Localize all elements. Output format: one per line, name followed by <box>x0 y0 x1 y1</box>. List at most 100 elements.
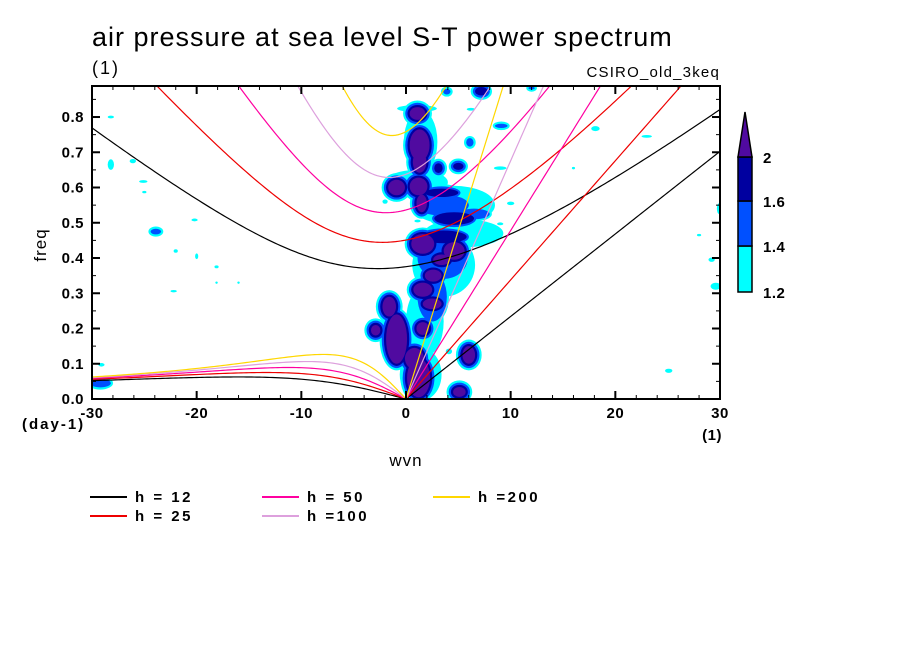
gravity-wave-curve <box>156 86 633 243</box>
x-axis-units: (1) <box>702 427 722 444</box>
x-tick-label: -20 <box>185 405 208 422</box>
contour-blob <box>386 314 408 364</box>
x-tick-label: -30 <box>80 405 103 422</box>
contour-blob <box>195 253 199 260</box>
contour-blob <box>191 218 198 222</box>
colorbar: 1.2 1.4 1.6 2 <box>737 111 786 302</box>
contour-blob <box>424 269 442 282</box>
y-tick-label: 0.8 <box>62 109 84 126</box>
chart-title: air pressure at sea level S-T power spec… <box>92 22 673 52</box>
contour-blob <box>139 180 148 183</box>
series-h100 <box>92 86 545 399</box>
x-tick-label: 30 <box>711 405 729 422</box>
contour-blob <box>665 368 673 373</box>
contour-blob <box>404 347 424 370</box>
contour-blob <box>493 166 507 170</box>
dataset-label: CSIRO_old_3keq <box>586 64 720 81</box>
series-h200 <box>92 86 504 399</box>
contour-blob <box>443 242 465 260</box>
contour-blob <box>142 190 147 194</box>
colorbar-segment <box>737 200 753 247</box>
x-tick-label: -10 <box>290 405 313 422</box>
contour-blob <box>237 281 240 284</box>
contour-blob <box>422 298 442 310</box>
contour-blob <box>696 233 702 237</box>
x-tick-label: 20 <box>606 405 624 422</box>
contour-blob <box>388 179 405 196</box>
contour-blob <box>507 201 515 206</box>
x-axis-tick-labels: -30 -20 -10 0 10 20 30 <box>80 405 728 422</box>
rossby-wave-curve <box>92 376 407 399</box>
colorbar-segment <box>737 156 753 202</box>
contour-blob <box>107 159 114 170</box>
contour-blob <box>416 322 430 335</box>
contour-blob <box>475 87 488 96</box>
kelvin-wave-curve <box>405 86 682 399</box>
contour-blob <box>150 228 162 235</box>
y-axis-units: (day-1) <box>22 416 85 433</box>
contour-blob <box>414 219 421 223</box>
gravity-wave-curve <box>297 86 492 179</box>
legend-item: h =100 <box>262 508 369 525</box>
y-tick-label: 0.0 <box>62 391 84 408</box>
x-tick-label: 0 <box>402 405 411 422</box>
contour-blob <box>129 158 136 164</box>
contour-blob <box>409 107 426 120</box>
contour-blob <box>413 282 433 297</box>
series-h25 <box>92 86 682 399</box>
y-tick-label: 0.3 <box>62 285 84 302</box>
contour-blob <box>412 151 427 173</box>
y-tick-label: 0.1 <box>62 356 84 373</box>
contour-blob <box>466 107 476 111</box>
contour-blob <box>382 296 397 317</box>
colorbar-label: 1.2 <box>763 285 785 302</box>
contour-blob <box>370 324 381 336</box>
legend-label: h = 25 <box>135 508 193 525</box>
rossby-wave-curve <box>92 371 407 399</box>
contour-blob <box>215 281 218 284</box>
y-tick-label: 0.6 <box>62 180 84 197</box>
contour-blob <box>462 346 476 364</box>
contour-blob <box>710 282 720 290</box>
kelvin-wave-curve <box>405 86 602 399</box>
contour-blob <box>591 126 600 132</box>
contour-band-2 <box>370 107 476 398</box>
gravity-wave-curve <box>92 108 720 270</box>
dispersion-curves-layer <box>92 86 720 399</box>
contour-blob <box>434 212 475 225</box>
contour-blob <box>497 222 504 226</box>
legend-label: h =100 <box>307 508 369 525</box>
colorbar-label: 1.4 <box>763 239 786 256</box>
y-tick-label: 0.7 <box>62 144 84 161</box>
legend: h = 12 h = 25 h = 50 h =100 h =200 <box>90 489 538 525</box>
colorbar-label: 2 <box>763 150 772 167</box>
contour-blob <box>494 123 508 128</box>
contour-blob <box>416 194 427 213</box>
x-tick-label: 10 <box>502 405 520 422</box>
colorbar-extend-triangle <box>737 111 753 158</box>
legend-label: h = 50 <box>307 489 365 506</box>
contour-blob <box>107 115 114 119</box>
plot-frame <box>91 85 721 400</box>
y-axis-label: freq <box>31 228 50 261</box>
contour-blob <box>214 265 219 269</box>
contour-blob <box>170 289 177 293</box>
series-h50 <box>92 86 602 399</box>
legend-item: h = 50 <box>262 489 365 506</box>
kelvin-wave-curve <box>405 86 545 399</box>
colorbar-segment <box>737 245 753 293</box>
contour-blob <box>443 88 451 95</box>
contour-blob <box>409 177 428 196</box>
colorbar-label: 1.6 <box>763 194 785 211</box>
kelvin-wave-curve <box>405 150 720 399</box>
contour-fill-layer <box>92 86 720 399</box>
contour-blob <box>411 234 435 254</box>
contour-blob <box>641 134 652 138</box>
contour-blob <box>382 199 388 204</box>
gravity-wave-curve <box>238 86 551 214</box>
rossby-wave-curve <box>92 360 407 399</box>
legend-item: h = 12 <box>90 489 190 506</box>
x-axis-label: wvn <box>388 451 422 470</box>
rossby-wave-curve <box>92 353 407 399</box>
